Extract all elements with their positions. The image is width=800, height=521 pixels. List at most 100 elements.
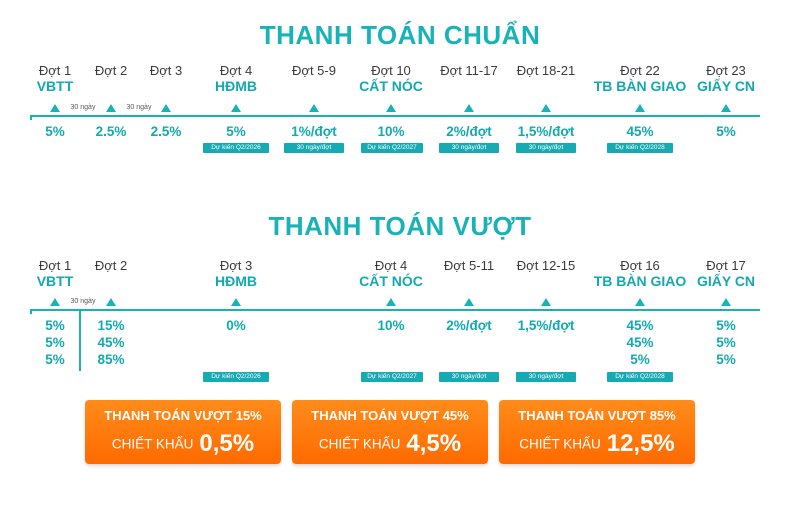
- s2-marker: [464, 298, 474, 306]
- s2-milestone-6: Đợt 12-15: [491, 258, 601, 273]
- milestone-sub: VBTT: [36, 273, 74, 289]
- s2-tag: Dự kiến Q2/2026: [203, 372, 269, 382]
- s1-tag: 30 ngày/đợt: [284, 143, 344, 153]
- milestone-sub: HĐMB: [215, 78, 257, 94]
- milestone-label: Đợt 3: [149, 63, 183, 78]
- s2-value: 5%: [45, 318, 65, 333]
- card-value: 4,5%: [406, 430, 462, 457]
- card-value: 12,5%: [606, 430, 675, 457]
- milestone-sub: GIẤY CN: [696, 78, 756, 94]
- milestone-label: Đợt 12-15: [516, 258, 576, 273]
- s2-value: 85%: [97, 352, 125, 367]
- s1-milestone-4: Đợt 4 HĐMB: [181, 63, 291, 95]
- s1-value: 1,5%/đợt: [517, 124, 575, 139]
- s1-value: 2%/đợt: [446, 124, 492, 139]
- card-row: CHIẾT KHẤU 0,5%: [85, 430, 281, 458]
- milestone-sub: TB BÀN GIAO: [593, 273, 687, 289]
- discount-card-45: THANH TOÁN VƯỢT 45% CHIẾT KHẤU 4,5%: [292, 400, 488, 464]
- s1-marker: [541, 104, 551, 112]
- s2-milestone-8: Đợt 17 GIẤY CN: [671, 258, 781, 290]
- s1-gap-label: 30 ngày: [126, 104, 152, 111]
- milestone-sub: CẤT NÓC: [359, 78, 423, 94]
- s1-value: 5%: [226, 124, 246, 139]
- s2-value: 1,5%/đợt: [517, 318, 575, 333]
- s2-marker: [541, 298, 551, 306]
- s2-value: 2%/đợt: [446, 318, 492, 333]
- card-title: THANH TOÁN VƯỢT 15%: [104, 408, 262, 423]
- milestone-label: Đợt 3: [219, 258, 253, 273]
- milestone-label: Đợt 4: [374, 258, 408, 273]
- s2-gap-label: 30 ngày: [70, 298, 96, 305]
- s2-marker: [106, 298, 116, 306]
- s1-value: 5%: [45, 124, 65, 139]
- s1-timeline: [30, 115, 760, 117]
- card-title: THANH TOÁN VƯỢT 85%: [518, 408, 676, 423]
- milestone-label: Đợt 17: [706, 258, 746, 273]
- section1-title: THANH TOÁN CHUẨN: [259, 20, 541, 50]
- s2-value: 45%: [626, 335, 654, 350]
- milestone-label: Đợt 23: [706, 63, 746, 78]
- s2-tag: Dự kiến Q2/2027: [361, 372, 423, 382]
- milestone-label: Đợt 5-9: [292, 63, 336, 78]
- s1-milestone-2: Đợt 2: [56, 63, 166, 78]
- s1-marker: [386, 104, 396, 112]
- milestone-label: Đợt 18-21: [516, 63, 576, 78]
- s2-milestone-3: Đợt 3 HĐMB: [181, 258, 291, 290]
- s2-value: 5%: [716, 318, 736, 333]
- section2-title: THANH TOÁN VƯỢT: [268, 211, 532, 241]
- milestone-label: Đợt 1: [38, 258, 72, 273]
- s1-marker: [161, 104, 171, 112]
- s1-milestone-1: Đợt 1 VBTT: [0, 63, 110, 95]
- s2-value: 5%: [45, 335, 65, 350]
- s2-milestone-5: Đợt 5-11: [414, 258, 524, 273]
- s1-marker: [721, 104, 731, 112]
- milestone-label: Đợt 4: [219, 63, 253, 78]
- s1-milestone-5: Đợt 5-9: [259, 63, 369, 78]
- s2-marker: [386, 298, 396, 306]
- s1-value: 2.5%: [150, 124, 182, 139]
- discount-card-15: THANH TOÁN VƯỢT 15% CHIẾT KHẤU 0,5%: [85, 400, 281, 464]
- discount-card-85: THANH TOÁN VƯỢT 85% CHIẾT KHẤU 12,5%: [499, 400, 695, 464]
- s1-marker: [106, 104, 116, 112]
- card-label: CHIẾT KHẤU: [111, 436, 194, 452]
- s1-value: 2.5%: [95, 124, 127, 139]
- s2-value: 5%: [630, 352, 650, 367]
- s1-marker: [231, 104, 241, 112]
- milestone-label: Đợt 5-11: [443, 258, 495, 273]
- s1-value: 10%: [377, 124, 405, 139]
- card-value: 0,5%: [199, 430, 255, 457]
- s1-marker: [635, 104, 645, 112]
- s2-tag: Dự kiến Q2/2028: [607, 372, 673, 382]
- s1-milestone-3: Đợt 3: [111, 63, 221, 78]
- s1-timeline-cap: [30, 115, 32, 120]
- milestone-sub: TB BÀN GIAO: [593, 78, 687, 94]
- s2-tag: 30 ngày/đợt: [516, 372, 576, 382]
- s2-value: 5%: [716, 352, 736, 367]
- s2-value: 45%: [97, 335, 125, 350]
- s1-value: 5%: [716, 124, 736, 139]
- card-row: CHIẾT KHẤU 12,5%: [499, 430, 695, 458]
- s1-tag: Dự kiến Q2/2027: [361, 143, 423, 153]
- s1-tag: 30 ngày/đợt: [516, 143, 576, 153]
- s1-tag: 30 ngày/đợt: [439, 143, 499, 153]
- s1-value: 45%: [626, 124, 654, 139]
- s1-marker: [309, 104, 319, 112]
- s1-milestone-7: Đợt 11-17: [414, 63, 524, 78]
- s2-divider: [79, 311, 81, 371]
- s2-timeline-cap: [30, 309, 32, 314]
- milestone-label: Đợt 16: [620, 258, 660, 273]
- s1-milestone-8: Đợt 18-21: [491, 63, 601, 78]
- milestone-sub: HĐMB: [215, 273, 257, 289]
- card-title: THANH TOÁN VƯỢT 45%: [311, 408, 469, 423]
- s2-marker: [721, 298, 731, 306]
- s1-tag: Dự kiến Q2/2026: [203, 143, 269, 153]
- milestone-label: Đợt 2: [94, 258, 128, 273]
- s1-gap-label: 30 ngày: [70, 104, 96, 111]
- s2-timeline: [30, 309, 760, 311]
- s2-value: 10%: [377, 318, 405, 333]
- s2-value: 15%: [97, 318, 125, 333]
- s1-marker: [50, 104, 60, 112]
- s2-milestone-1: Đợt 1 VBTT: [0, 258, 110, 290]
- s2-value: 45%: [626, 318, 654, 333]
- s2-milestone-7: Đợt 16 TB BÀN GIAO: [585, 258, 695, 290]
